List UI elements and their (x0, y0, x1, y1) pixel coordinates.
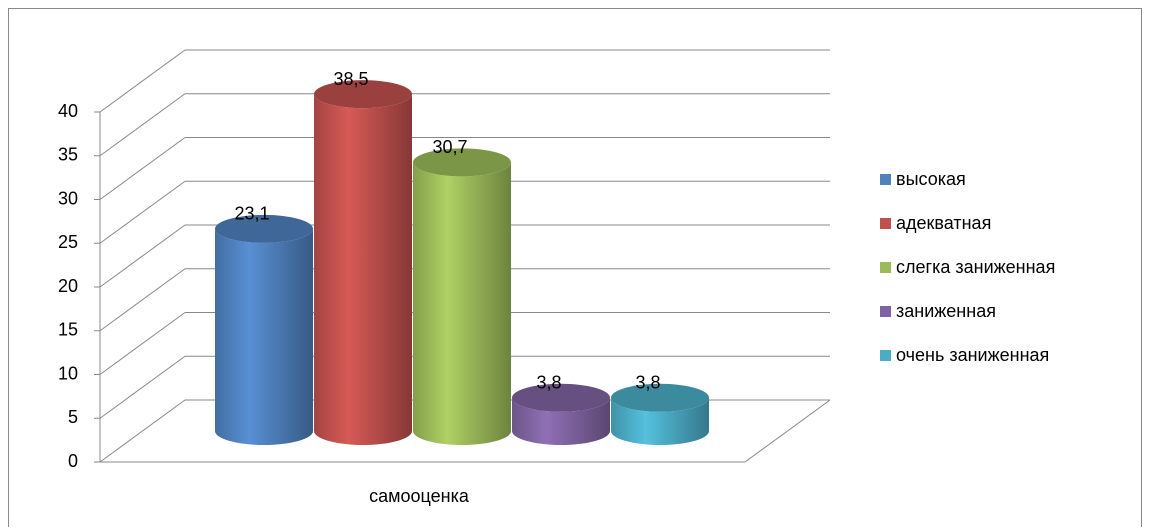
y-tick-label: 10 (58, 363, 78, 383)
legend-swatch (880, 218, 891, 229)
grid-line (99, 137, 186, 200)
grid-line (99, 268, 186, 332)
y-tick-label: 30 (58, 188, 78, 208)
grid-line (99, 224, 186, 288)
y-tick-label: 35 (58, 145, 78, 165)
value-label: 23,1 (234, 204, 269, 224)
grid-line (99, 355, 186, 419)
y-tick-label: 40 (58, 101, 78, 121)
cylinder (611, 397, 709, 445)
legend-swatch (880, 306, 891, 317)
chart-border (8, 8, 1142, 532)
legend-swatch (880, 350, 891, 361)
cylinder (413, 162, 511, 445)
grid-line (99, 49, 186, 113)
cylinder (512, 397, 610, 445)
value-label: 30,7 (432, 137, 467, 157)
y-tick-label: 5 (68, 407, 78, 427)
y-tick-label: 0 (68, 451, 78, 471)
cylinder-top (611, 383, 709, 412)
grid-line (99, 399, 186, 463)
grid-line (99, 312, 186, 375)
x-tick-label: самооценка (369, 486, 470, 506)
legend-label: высокая (896, 169, 966, 189)
cylinder-top (215, 214, 313, 243)
legend-swatch (880, 174, 891, 185)
value-label: 38,5 (333, 69, 368, 89)
value-label: 3,8 (536, 373, 561, 393)
grid-line (99, 93, 186, 157)
y-tick-label: 15 (58, 320, 78, 340)
cylinder-top (314, 80, 412, 109)
cylinder-top (413, 148, 511, 177)
cylinder (215, 228, 313, 445)
legend-label: очень заниженная (896, 345, 1049, 365)
cylinder-top (512, 383, 610, 412)
legend-swatch (880, 262, 891, 273)
value-label: 3,8 (635, 373, 660, 393)
cylinder (314, 94, 412, 445)
y-tick-label: 20 (58, 276, 78, 296)
legend-label: слегка заниженная (896, 257, 1055, 277)
legend-label: заниженная (896, 301, 996, 321)
floor-edge (744, 399, 831, 463)
grid-line (99, 180, 186, 244)
legend-label: адекватная (896, 213, 991, 233)
y-tick-label: 25 (58, 232, 78, 252)
